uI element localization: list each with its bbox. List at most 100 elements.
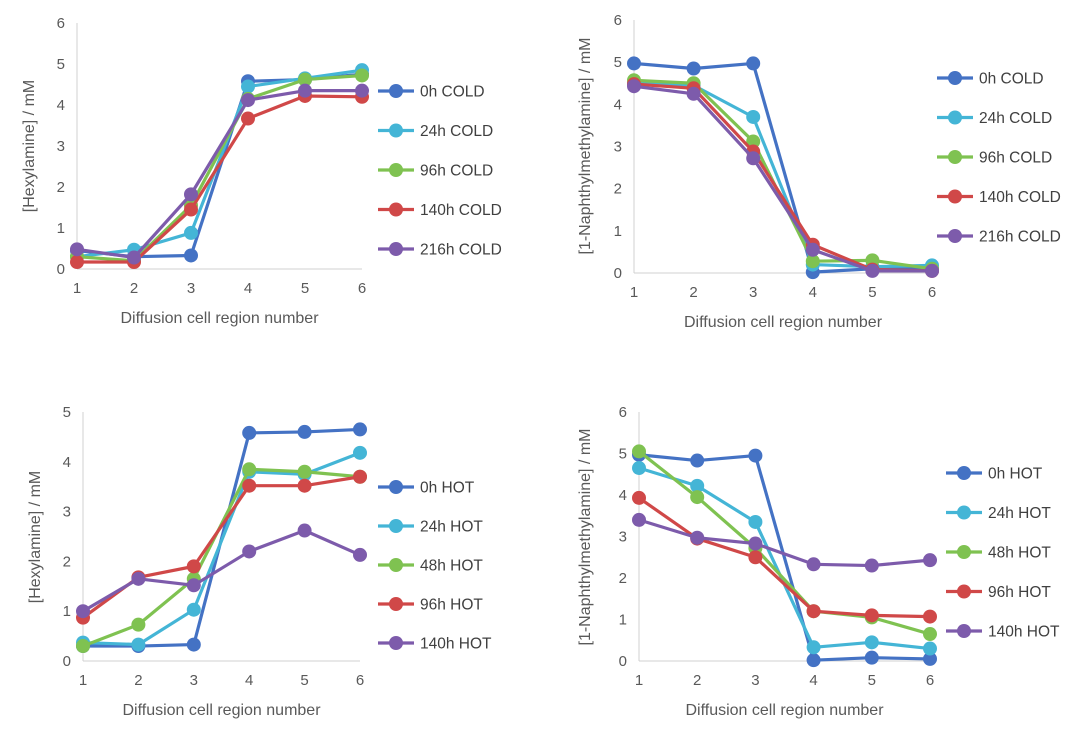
series-48h-hot <box>76 462 367 654</box>
legend-entry: 0h COLD <box>937 71 1044 88</box>
legend-label: 24h COLD <box>420 123 493 140</box>
series-line <box>76 73 363 263</box>
x-axis-label: Diffusion cell region number <box>685 702 884 719</box>
legend-marker <box>948 71 962 85</box>
legend-marker <box>389 519 403 533</box>
legend-entry: 96h HOT <box>946 584 1051 601</box>
data-point <box>865 263 880 278</box>
y-tick-label: 1 <box>63 603 71 620</box>
data-point <box>746 56 761 71</box>
y-tick-label: 4 <box>63 454 71 471</box>
legend-label: 24h HOT <box>988 505 1051 522</box>
series-216h-cold <box>70 83 369 265</box>
y-tick-label: 1 <box>619 612 627 629</box>
data-point <box>806 557 821 572</box>
legend-entry: 96h COLD <box>378 163 493 180</box>
x-tick-label: 2 <box>134 672 142 689</box>
series-line <box>76 89 362 260</box>
data-point <box>186 578 201 593</box>
data-point <box>686 61 701 76</box>
legend-marker <box>948 150 962 164</box>
x-tick-label: 6 <box>358 280 366 297</box>
series-line <box>82 475 361 619</box>
y-tick-label: 1 <box>57 220 65 237</box>
y-tick-label: 1 <box>614 223 622 240</box>
data-point <box>864 608 879 623</box>
x-tick-label: 1 <box>73 280 81 297</box>
series-line <box>638 450 931 636</box>
data-point <box>864 650 879 665</box>
data-point <box>690 453 705 468</box>
x-axis-label: Diffusion cell region number <box>684 314 883 331</box>
y-tick-label: 2 <box>614 181 622 198</box>
x-tick-label: 5 <box>300 672 308 689</box>
legend-entry: 216h COLD <box>378 242 502 259</box>
data-point <box>632 490 646 505</box>
legend-marker <box>389 163 403 177</box>
legend-label: 216h COLD <box>420 242 502 259</box>
x-tick-label: 2 <box>689 284 697 301</box>
x-tick-label: 6 <box>356 672 364 689</box>
legend-marker <box>957 584 971 599</box>
legend-label: 96h COLD <box>979 150 1052 167</box>
data-point <box>184 202 198 217</box>
series-line <box>633 82 933 273</box>
data-point <box>355 83 369 98</box>
data-point <box>131 637 146 652</box>
x-tick-label: 2 <box>130 280 138 297</box>
data-point <box>805 254 820 269</box>
y-tick-label: 3 <box>57 138 65 155</box>
legend-label: 48h HOT <box>420 558 483 575</box>
series-line <box>633 84 932 273</box>
x-tick-label: 6 <box>926 672 934 689</box>
y-tick-label: 2 <box>619 570 627 587</box>
data-point <box>353 547 367 562</box>
legend-marker <box>389 84 403 98</box>
data-point <box>355 68 369 83</box>
data-point <box>690 478 705 493</box>
series-line <box>82 467 361 648</box>
data-point <box>353 445 367 460</box>
y-tick-label: 6 <box>614 12 622 29</box>
data-point <box>186 602 201 617</box>
data-point <box>746 134 761 149</box>
data-point <box>76 639 90 654</box>
data-point <box>923 609 937 624</box>
series-line <box>638 518 931 568</box>
series-line <box>638 453 931 662</box>
y-tick-label: 4 <box>614 96 622 113</box>
legend-entry: 48h HOT <box>378 558 483 575</box>
data-point <box>748 536 763 551</box>
y-tick-label: 5 <box>614 54 622 71</box>
legend-marker <box>948 110 962 125</box>
legend-label: 0h HOT <box>420 480 475 497</box>
y-tick-label: 6 <box>57 15 65 32</box>
series-line <box>633 78 933 271</box>
data-point <box>806 653 821 668</box>
data-point <box>353 422 367 437</box>
data-point <box>131 617 146 632</box>
legend-label: 140h HOT <box>420 636 492 653</box>
data-point <box>184 187 198 202</box>
data-point <box>748 448 763 463</box>
data-point <box>241 111 255 126</box>
series-line <box>77 94 363 264</box>
data-point <box>70 255 84 270</box>
series-96h-hot <box>76 469 367 625</box>
series-140h-cold <box>627 77 939 278</box>
x-tick-label: 1 <box>79 672 87 689</box>
y-tick-label: 0 <box>614 265 622 282</box>
y-tick-label: 5 <box>63 404 71 421</box>
data-point <box>627 79 641 94</box>
legend-marker <box>389 597 403 611</box>
legend-entry: 0h HOT <box>378 480 475 497</box>
legend-marker <box>948 229 962 243</box>
y-tick-label: 5 <box>57 56 65 73</box>
series-line <box>76 68 363 259</box>
legend-entry: 48h HOT <box>946 545 1051 562</box>
data-point <box>748 550 763 565</box>
x-tick-label: 3 <box>190 672 198 689</box>
x-tick-label: 4 <box>244 280 252 297</box>
